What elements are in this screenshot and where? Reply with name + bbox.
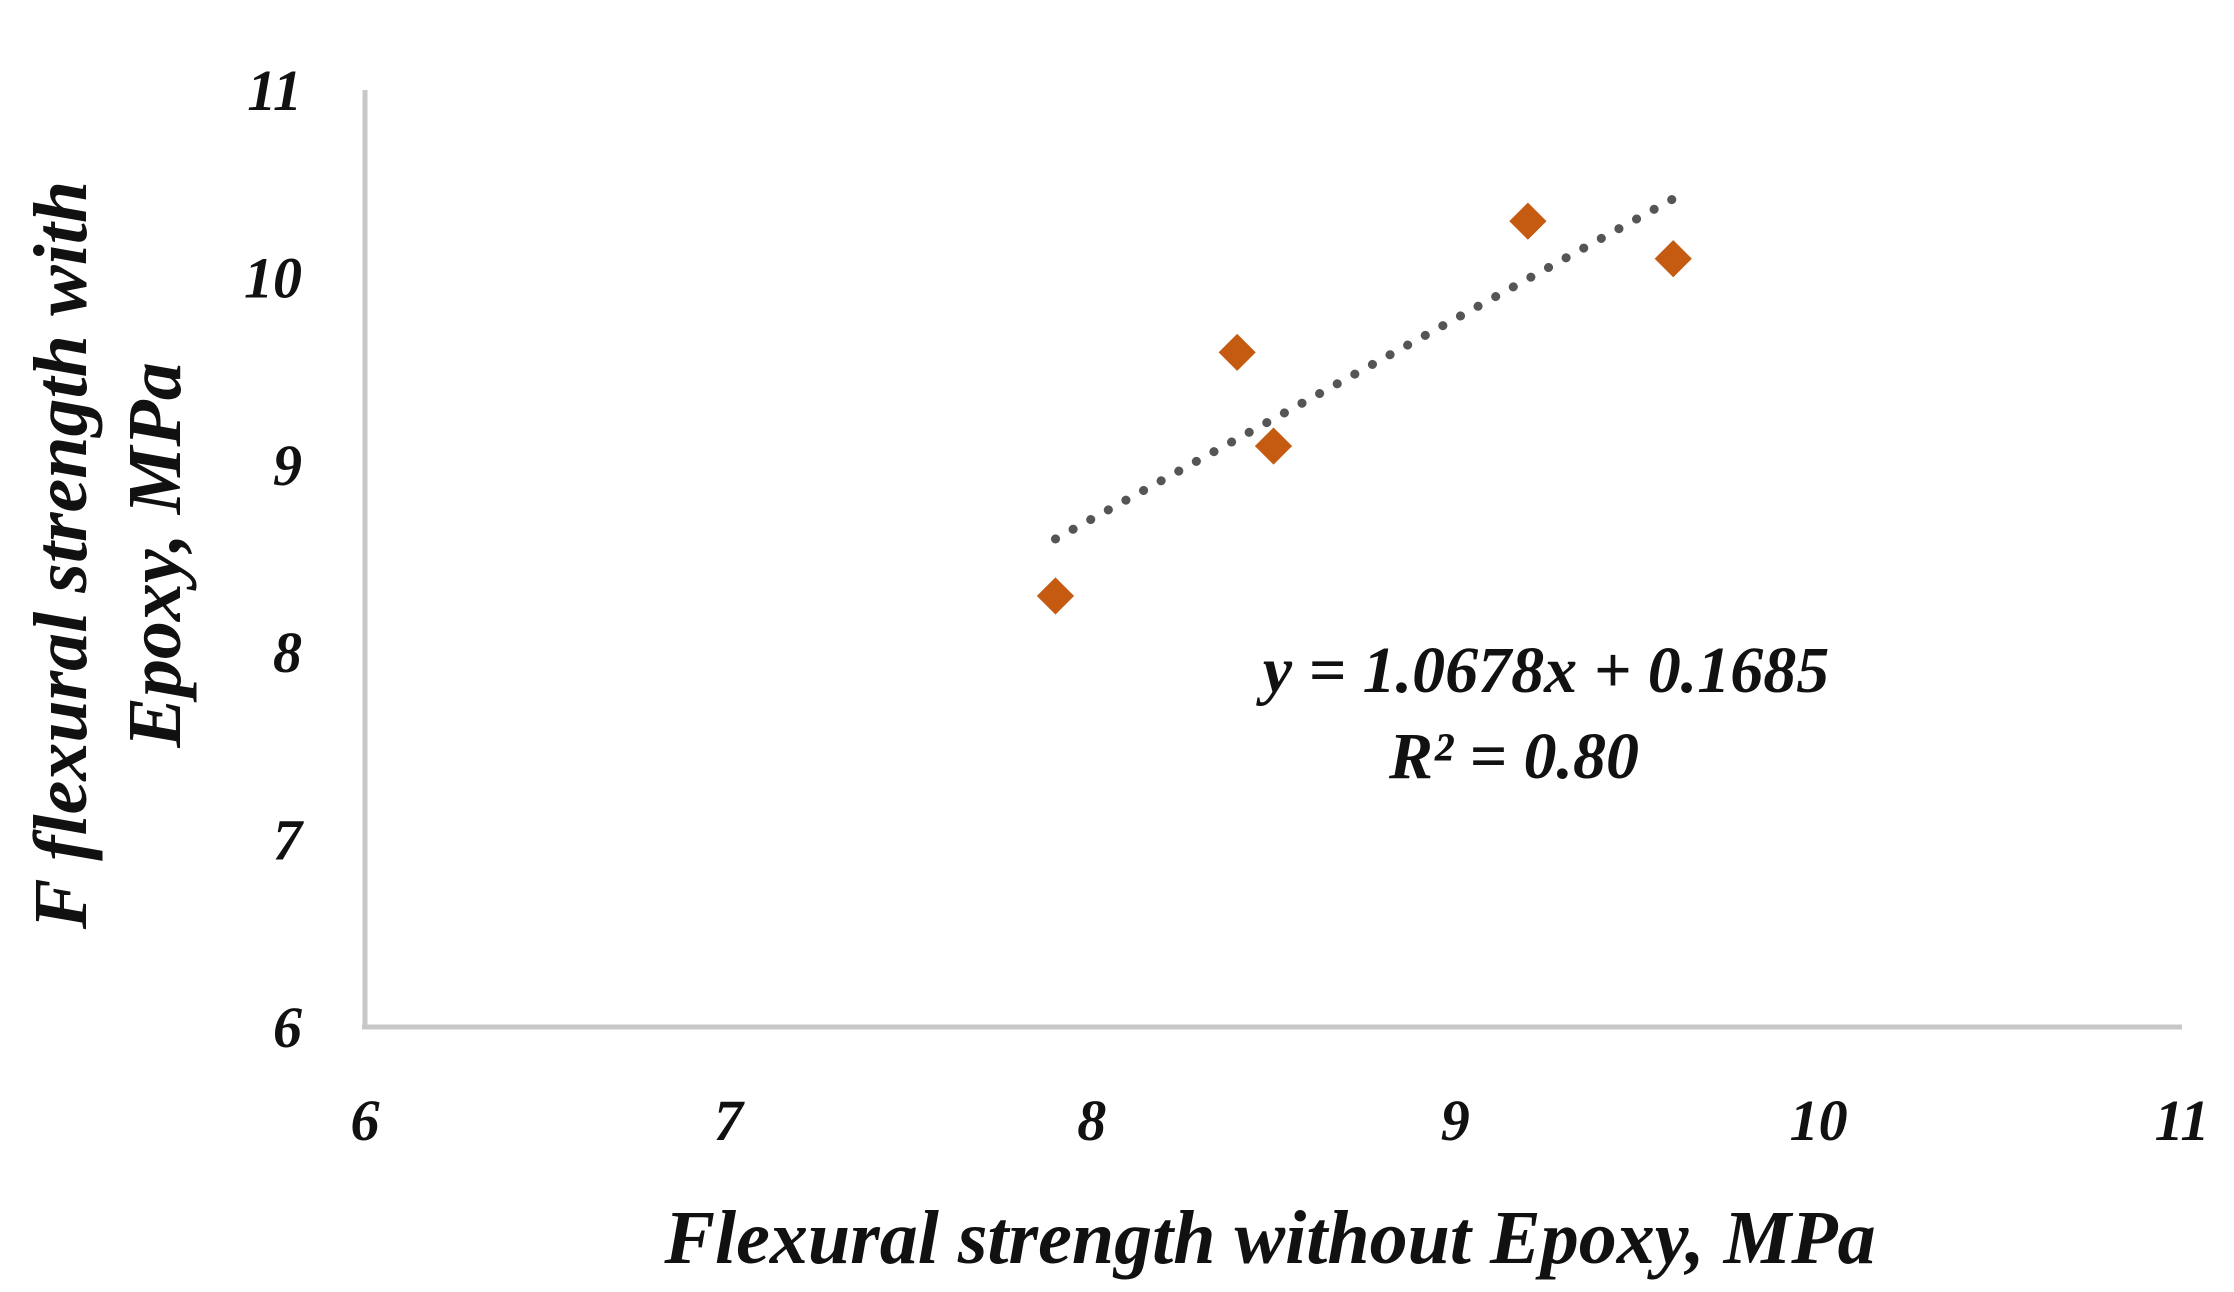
trendline-group: [1050, 194, 1678, 544]
x-tick-label: 6: [351, 1088, 380, 1153]
y-tick-label: 9: [273, 433, 302, 498]
trendline-equation: y = 1.0678x + 0.1685: [1256, 634, 1830, 707]
x-tick-label: 10: [1790, 1088, 1848, 1153]
r-squared-label: R² = 0.80: [1388, 720, 1639, 793]
y-axis-title-line-1: F flexural strength with: [19, 181, 103, 930]
x-tick-label: 11: [2155, 1088, 2210, 1153]
y-tick-label: 11: [247, 58, 302, 123]
x-tick-label: 9: [1441, 1088, 1470, 1153]
data-point: [1034, 574, 1077, 618]
y-axis-title: F flexural strength with Epoxy, MPa: [19, 181, 197, 930]
y-tick-label: 6: [273, 995, 302, 1060]
x-tick-labels: 6 7 8 9 10 11: [351, 1088, 2210, 1153]
x-tick-label: 8: [1077, 1088, 1106, 1153]
y-tick-label: 7: [273, 808, 304, 873]
axes: [362, 90, 2182, 1030]
x-tick-label: 7: [714, 1088, 745, 1153]
trendline: [1050, 194, 1678, 544]
data-point: [1506, 199, 1550, 243]
data-point: [1215, 330, 1259, 374]
data-points: [1034, 199, 1695, 618]
data-point: [1651, 237, 1695, 281]
y-axis-title-line-2: Epoxy, MPa: [113, 362, 197, 749]
y-tick-label: 8: [273, 620, 302, 685]
y-tick-labels: 6 7 8 9 10 11: [244, 58, 304, 1060]
x-axis-title: Flexural strength without Epoxy, MPa: [663, 1196, 1875, 1280]
y-tick-label: 10: [244, 245, 302, 310]
data-point: [1252, 424, 1295, 468]
